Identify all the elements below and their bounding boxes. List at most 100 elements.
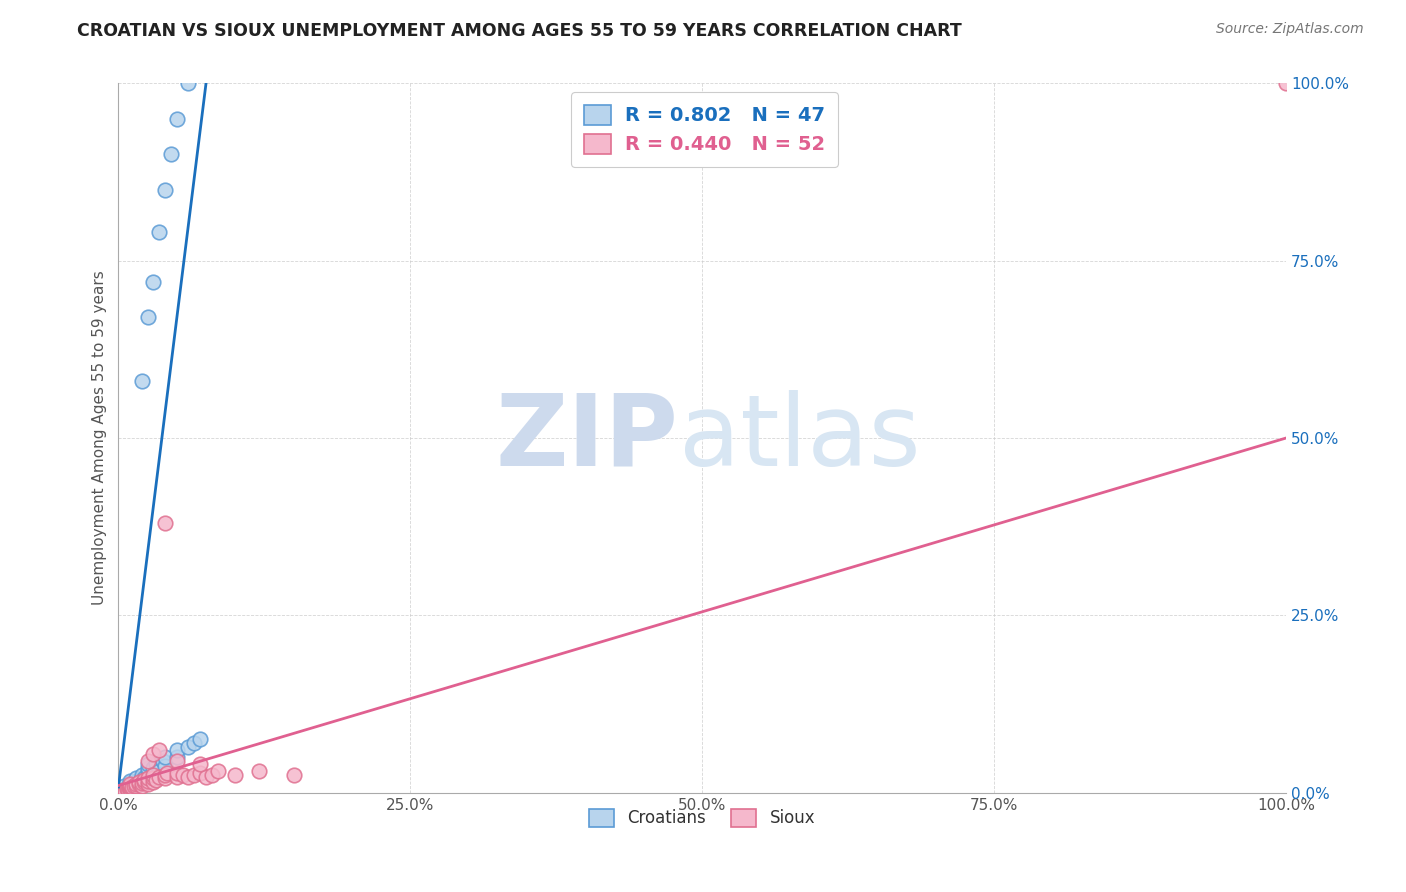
- Point: [207, 764, 229, 779]
- Point: [114, 782, 136, 797]
- Point: [120, 782, 142, 797]
- Point: [283, 768, 305, 782]
- Point: [166, 750, 188, 764]
- Point: [142, 772, 165, 786]
- Point: [1275, 77, 1298, 91]
- Point: [120, 774, 142, 789]
- Point: [131, 772, 153, 786]
- Point: [145, 772, 167, 787]
- Point: [166, 765, 188, 780]
- Point: [120, 779, 142, 793]
- Point: [142, 275, 165, 289]
- Point: [153, 750, 176, 764]
- Point: [120, 782, 142, 797]
- Point: [148, 226, 170, 240]
- Point: [142, 768, 165, 782]
- Point: [131, 374, 153, 388]
- Legend: Croatians, Sioux: Croatians, Sioux: [582, 802, 823, 834]
- Point: [136, 754, 159, 768]
- Point: [115, 782, 138, 797]
- Point: [177, 77, 200, 91]
- Point: [148, 743, 170, 757]
- Point: [166, 754, 188, 768]
- Point: [125, 779, 148, 793]
- Point: [121, 780, 143, 794]
- Point: [142, 775, 165, 789]
- Point: [122, 779, 145, 793]
- Text: ZIP: ZIP: [496, 390, 679, 486]
- Point: [136, 757, 159, 772]
- Point: [136, 770, 159, 784]
- Point: [188, 757, 211, 772]
- Point: [136, 310, 159, 325]
- Point: [136, 764, 159, 779]
- Point: [153, 516, 176, 530]
- Point: [111, 783, 134, 797]
- Point: [125, 777, 148, 791]
- Point: [166, 112, 188, 126]
- Point: [136, 772, 159, 786]
- Point: [110, 784, 132, 798]
- Y-axis label: Unemployment Among Ages 55 to 59 years: Unemployment Among Ages 55 to 59 years: [93, 270, 107, 606]
- Text: Source: ZipAtlas.com: Source: ZipAtlas.com: [1216, 22, 1364, 37]
- Point: [153, 772, 176, 786]
- Point: [136, 761, 159, 775]
- Point: [177, 770, 200, 784]
- Point: [153, 768, 176, 782]
- Point: [153, 183, 176, 197]
- Point: [195, 770, 218, 784]
- Point: [120, 780, 142, 794]
- Point: [118, 781, 141, 796]
- Point: [125, 772, 148, 786]
- Point: [117, 782, 139, 797]
- Point: [177, 739, 200, 754]
- Point: [128, 777, 150, 791]
- Point: [188, 765, 211, 780]
- Point: [131, 779, 153, 793]
- Point: [160, 147, 183, 161]
- Point: [122, 780, 145, 794]
- Point: [115, 782, 138, 797]
- Point: [112, 784, 135, 798]
- Point: [142, 761, 165, 775]
- Point: [128, 775, 150, 789]
- Point: [120, 777, 142, 791]
- Point: [120, 776, 142, 790]
- Point: [112, 779, 135, 793]
- Point: [148, 770, 170, 784]
- Point: [114, 783, 136, 797]
- Point: [183, 768, 205, 782]
- Point: [112, 782, 135, 797]
- Point: [110, 784, 132, 798]
- Point: [112, 782, 135, 797]
- Point: [188, 732, 211, 747]
- Point: [111, 783, 134, 797]
- Point: [224, 768, 246, 782]
- Point: [131, 768, 153, 782]
- Text: CROATIAN VS SIOUX UNEMPLOYMENT AMONG AGES 55 TO 59 YEARS CORRELATION CHART: CROATIAN VS SIOUX UNEMPLOYMENT AMONG AGE…: [77, 22, 962, 40]
- Point: [120, 779, 142, 793]
- Point: [112, 784, 135, 798]
- Point: [148, 764, 170, 779]
- Point: [172, 768, 194, 782]
- Point: [153, 758, 176, 772]
- Point: [136, 777, 159, 791]
- Point: [142, 747, 165, 761]
- Point: [134, 775, 156, 789]
- Point: [121, 779, 143, 793]
- Point: [152, 754, 174, 768]
- Point: [128, 775, 150, 789]
- Point: [166, 743, 188, 757]
- Point: [125, 777, 148, 791]
- Point: [156, 765, 179, 780]
- Point: [131, 775, 153, 789]
- Point: [136, 774, 159, 789]
- Point: [117, 783, 139, 797]
- Point: [183, 736, 205, 750]
- Point: [145, 757, 167, 772]
- Point: [201, 768, 224, 782]
- Point: [142, 768, 165, 782]
- Point: [247, 764, 270, 779]
- Point: [131, 776, 153, 790]
- Point: [118, 781, 141, 796]
